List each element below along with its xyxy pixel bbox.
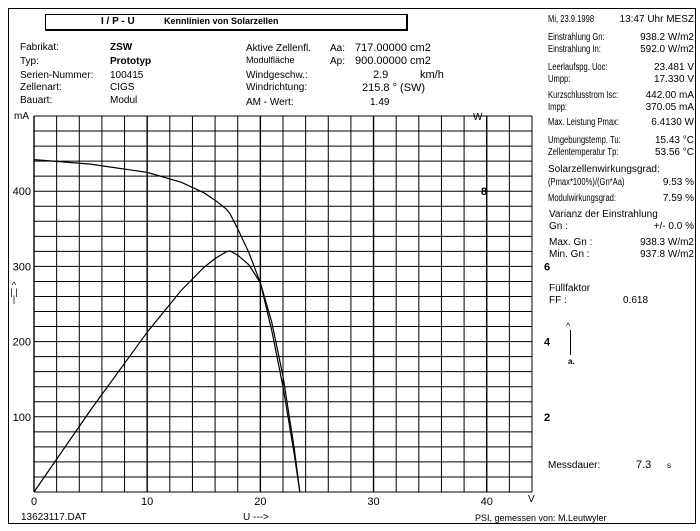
measure-value: 53.56 °C [654,147,694,158]
y-tick-label: 300 [13,261,31,273]
credit: PSI, gemessen von: M.Leutwyler [475,513,607,523]
measure-label: Kurzschlusstrom Isc: [548,90,619,101]
windr-value: 215.8 ° (SW) [362,82,426,94]
modul-label: Modulfläche [246,55,295,65]
fabrikat-label: Fabrikat: [20,42,59,53]
measure-label: Impp: [548,102,568,113]
title-right: Kennlinien von Solarzellen [164,16,279,26]
modul-sym: Ap: [330,56,346,67]
zellenart-value: CIGS [110,82,135,93]
zellenart-label: Zellenart: [20,82,62,93]
varianz-label: Gn : [549,221,568,232]
x-tick-label: 0 [31,496,37,508]
windr-label: Windrichtung: [246,82,308,93]
x-tick-label: 20 [254,496,266,508]
power-axis-arrow-line [570,330,571,355]
x-axis-label: U ---> [243,512,269,523]
varianz-title: Varianz der Einstrahlung [549,209,658,220]
y2-tick-label: 8 [481,186,487,198]
messdauer-unit: s [667,461,671,470]
measure-label: Einstrahlung Gn: [548,32,605,43]
y-tick-label: 200 [13,337,31,349]
y2-tick-label: 2 [544,412,550,424]
min-gn-value: 937.8 W/m2 [640,249,694,260]
aktiv-sym: Aa: [330,43,346,54]
am-label: AM - Wert: [246,97,294,108]
modul-value: 900.00000 cm2 [355,55,431,67]
date: Mi, 23.9.1998 [548,14,595,25]
serien-label: Serien-Nummer: [20,70,94,81]
y2-axis-unit: W [473,112,483,123]
max-gn-value: 938.3 W/m2 [640,237,694,248]
messdauer-value: 7.3 [636,459,652,471]
min-gn-label: Min. Gn : [549,249,590,260]
power-axis-arrow-label: a. [568,357,575,366]
eff-title: Solarzellenwirkungsgrad: [548,164,660,175]
ff-title: Füllfaktor [549,283,591,294]
measure-value: 6.4130 W [651,117,694,128]
power-curve [33,250,301,493]
ff-label: FF : [549,295,567,306]
x-tick-label: 30 [367,496,379,508]
varianz-value: +/- 0.0 % [653,221,694,232]
fabrikat-value: ZSW [110,42,133,53]
time: 13:47 Uhr MESZ [619,14,694,25]
measure-label: Umpp: [548,74,571,85]
measure-value: 23.481 V [653,62,694,73]
y-axis-unit: mA [14,111,29,122]
measure-label: Einstrahlung In: [548,44,601,55]
measure-value: 370.05 mA [645,102,694,113]
aktiv-label: Aktive Zellenfl. [246,43,312,54]
eff-value: 9.53 % [662,177,694,188]
measure-value: 17.330 V [653,74,694,85]
y-axis-arrow: ^ | | | [10,280,18,304]
x-tick-label: 40 [481,496,493,508]
measure-value: 592.0 W/m2 [640,44,694,55]
file-name: 13623117.DAT [21,512,87,523]
eff-formula: (Pmax*100%)/(Gn*Aa) [548,177,625,188]
am-value: 1.49 [370,97,390,108]
wind-unit: km/h [420,69,444,81]
y2-tick-label: 4 [544,337,551,349]
power-axis-arrowhead: ^ [566,321,571,331]
modul-eff-value: 7.59 % [662,193,694,204]
wind-value: 2.9 [373,69,389,81]
measure-value: 15.43 °C [654,135,694,146]
current-curve [33,159,301,493]
typ-label: Typ: [20,56,39,67]
aktiv-value: 717.00000 cm2 [355,42,431,54]
bauart-value: Modul [110,95,138,106]
y-tick-label: 100 [13,412,31,424]
typ-value: Prototyp [110,56,152,67]
measure-label: Max. Leistung Pmax: [548,117,619,128]
y2-tick-label: 6 [544,261,550,273]
measure-label: Zellentemperatur Tp: [548,147,619,158]
wind-label: Windgeschw.: [246,70,308,81]
serien-value: 100415 [110,70,144,81]
measure-value: 442.00 mA [645,90,694,101]
x-axis-unit: V [528,494,535,505]
x-tick-label: 10 [141,496,153,508]
messdauer-label: Messdauer: [548,460,601,471]
measure-label: Umgebungstemp. Tu: [548,135,621,146]
title-box: I / P - U Kennlinien von Solarzellen [45,14,408,31]
bauart-label: Bauart: [20,95,53,106]
max-gn-label: Max. Gn : [549,237,593,248]
measure-value: 938.2 W/m2 [640,32,694,43]
page-frame [8,8,696,524]
ff-value: 0.618 [623,295,649,306]
modul-eff-label: Modulwirkungsgrad: [548,193,617,204]
measure-label: Leerlaufspg. Uoc: [548,62,608,73]
title-left: I / P - U [101,16,135,27]
y-tick-label: 400 [13,186,31,198]
